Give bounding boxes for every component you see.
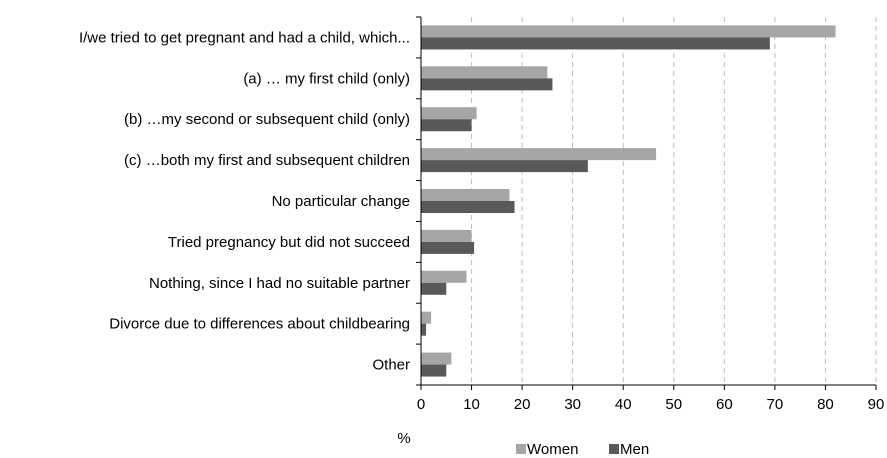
x-tick-label-70: 70 bbox=[767, 396, 784, 413]
bar-men-1 bbox=[421, 78, 553, 91]
bar-men-3 bbox=[421, 160, 588, 173]
x-tick-label-30: 30 bbox=[564, 396, 581, 413]
bar-men-4 bbox=[421, 201, 515, 213]
x-tick-label-10: 10 bbox=[463, 396, 480, 413]
x-tick-label-80: 80 bbox=[817, 396, 834, 413]
legend-swatch-men bbox=[609, 444, 619, 454]
legend-swatch-women bbox=[516, 444, 526, 454]
bar-women-4 bbox=[421, 189, 510, 201]
x-tick-label-20: 20 bbox=[514, 396, 531, 413]
category-label-6: Nothing, since I had no suitable partner bbox=[149, 275, 410, 292]
x-tick-label-90: 90 bbox=[868, 396, 885, 413]
category-label-5: Tried pregnancy but did not succeed bbox=[168, 234, 410, 251]
category-label-8: Other bbox=[372, 357, 410, 374]
axes bbox=[416, 16, 877, 390]
bar-women-8 bbox=[421, 352, 452, 365]
bar-women-6 bbox=[421, 270, 467, 283]
category-label-1: (a) … my first child (only) bbox=[243, 70, 410, 87]
legend-label-women: Women bbox=[527, 441, 578, 458]
category-label-2: (b) …my second or subsequent child (only… bbox=[124, 111, 410, 128]
x-tick-labels: 0 10 20 30 40 50 60 70 80 90 bbox=[417, 396, 885, 413]
bar-men-6 bbox=[421, 282, 447, 295]
bar-women-3 bbox=[421, 148, 657, 161]
x-tick-label-60: 60 bbox=[716, 396, 733, 413]
legend-label-men: Men bbox=[620, 441, 649, 458]
category-labels: I/we tried to get pregnant and had a chi… bbox=[79, 29, 410, 373]
gridlines bbox=[471, 17, 877, 385]
bar-women-0 bbox=[421, 25, 836, 38]
bar-men-5 bbox=[421, 241, 475, 254]
bar-men-0 bbox=[421, 37, 770, 50]
category-label-7: Divorce due to differences about childbe… bbox=[109, 316, 410, 333]
bar-men-8 bbox=[421, 364, 447, 377]
bar-men-2 bbox=[421, 119, 472, 132]
x-tick-label-40: 40 bbox=[615, 396, 632, 413]
x-tick-label-0: 0 bbox=[417, 396, 425, 413]
bar-women-5 bbox=[421, 229, 472, 242]
category-label-4: No particular change bbox=[272, 193, 410, 210]
x-tick-label-50: 50 bbox=[665, 396, 682, 413]
bar-women-2 bbox=[421, 107, 477, 120]
bar-men-7 bbox=[421, 323, 427, 336]
bar-women-1 bbox=[421, 66, 548, 79]
category-label-0: I/we tried to get pregnant and had a chi… bbox=[79, 29, 410, 46]
x-axis-unit-label: % bbox=[397, 430, 410, 447]
bar-women-7 bbox=[421, 311, 432, 324]
category-label-3: (c) …both my first and subsequent childr… bbox=[124, 152, 410, 169]
bars bbox=[421, 25, 836, 377]
legend: Women Men bbox=[516, 441, 649, 458]
